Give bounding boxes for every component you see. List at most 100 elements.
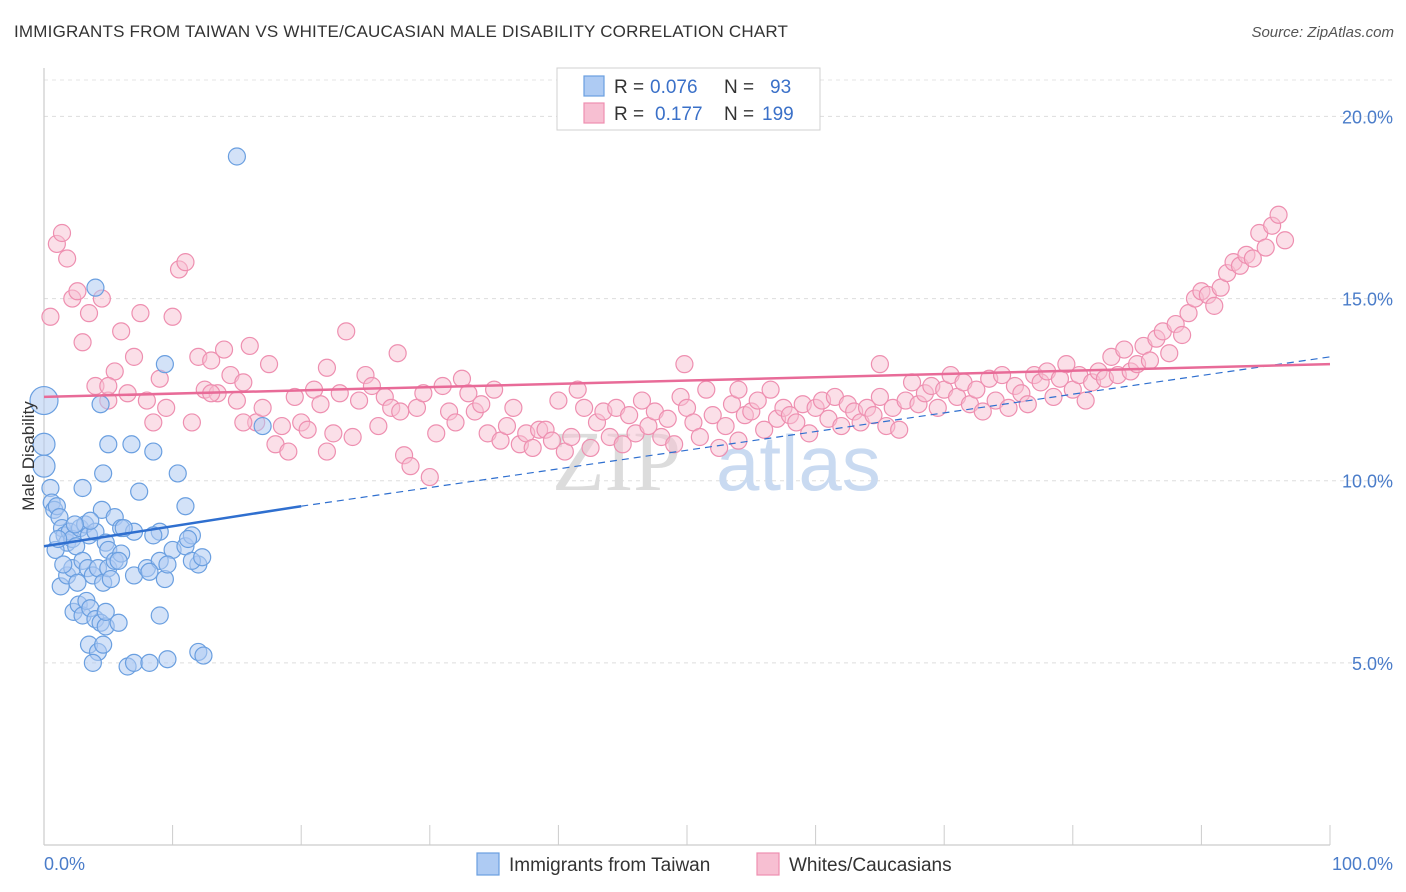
- white-point: [99, 376, 118, 396]
- white-point: [1256, 238, 1275, 257]
- white-point: [690, 427, 709, 447]
- white-point: [343, 427, 362, 447]
- white-point: [253, 398, 272, 417]
- legend-box: R = 0.076 N = 93 R = 0.177 N = 199: [556, 67, 821, 131]
- taiwan-point: [178, 529, 198, 549]
- grid-lines: [44, 79, 1393, 664]
- taiwan-point: [32, 454, 56, 478]
- white-point: [1057, 355, 1076, 374]
- y-tick-label: 10.0%: [1342, 472, 1393, 492]
- x-tick-label-max: 100.0%: [1332, 854, 1393, 874]
- taiwan-point: [124, 653, 144, 672]
- legend-n-value-blue: 93: [770, 77, 791, 98]
- white-point: [240, 336, 259, 356]
- series-whites-caucasians: [41, 205, 1295, 487]
- y-tick-label: 20.0%: [1342, 107, 1393, 127]
- white-point: [658, 409, 677, 428]
- white-point: [137, 391, 156, 410]
- white-point: [562, 427, 581, 447]
- white-point: [870, 355, 890, 374]
- chart-title: IMMIGRANTS FROM TAIWAN VS WHITE/CAUCASIA…: [14, 22, 789, 41]
- taiwan-point: [158, 650, 177, 669]
- taiwan-point: [227, 147, 246, 166]
- y-tick-labels: 5.0% 10.0% 15.0% 20.0%: [1342, 107, 1393, 673]
- white-point: [118, 384, 137, 403]
- taiwan-point: [109, 613, 128, 632]
- bottom-legend-swatch-blue: [476, 852, 500, 876]
- white-point: [131, 304, 150, 323]
- white-point: [1140, 351, 1160, 370]
- bottom-legend-label-blue: Immigrants from Taiwan: [509, 855, 710, 876]
- white-point: [157, 398, 176, 417]
- white-point: [729, 380, 748, 399]
- taiwan-point: [101, 569, 120, 589]
- white-point: [992, 365, 1012, 385]
- y-axis-label: Male Disability: [19, 401, 38, 511]
- taiwan-point: [140, 562, 159, 581]
- legend-n-label-blue: N =: [724, 77, 754, 98]
- taiwan-point: [96, 602, 115, 621]
- taiwan-point: [99, 435, 118, 454]
- taiwan-point: [150, 606, 169, 625]
- white-point: [675, 355, 694, 374]
- white-point: [890, 420, 909, 439]
- legend-r-label-pink: R =: [614, 104, 644, 125]
- taiwan-point: [194, 646, 213, 665]
- white-point: [748, 391, 767, 410]
- taiwan-point: [94, 464, 113, 483]
- white-point: [298, 420, 317, 439]
- white-point: [73, 333, 92, 352]
- y-tick-label: 15.0%: [1342, 290, 1393, 310]
- white-point: [632, 391, 652, 410]
- white-point: [79, 304, 99, 323]
- trend-line-taiwan-extension: [301, 356, 1331, 507]
- taiwan-point: [94, 635, 113, 654]
- taiwan-point: [86, 278, 105, 297]
- white-point: [697, 380, 716, 399]
- source-credit: Source: ZipAtlas.com: [1251, 24, 1394, 41]
- white-point: [1243, 249, 1262, 268]
- axes: [43, 68, 1331, 846]
- white-point: [202, 351, 221, 370]
- white-point: [68, 282, 87, 301]
- white-point: [665, 435, 684, 454]
- trend-line-taiwan: [43, 504, 302, 548]
- taiwan-point: [193, 548, 212, 567]
- white-point: [1205, 296, 1224, 315]
- white-point: [324, 424, 343, 443]
- legend-n-value-pink: 199: [762, 104, 794, 125]
- white-point: [41, 307, 60, 326]
- white-point: [52, 223, 72, 243]
- white-point: [285, 387, 304, 407]
- white-point: [337, 322, 356, 341]
- bottom-legend-swatch-pink: [756, 852, 780, 876]
- white-point: [163, 307, 182, 326]
- white-point: [391, 402, 410, 421]
- legend-swatch-pink: [583, 102, 605, 124]
- white-point: [1269, 205, 1288, 224]
- white-point: [1018, 395, 1037, 414]
- trend-line-whites: [43, 362, 1331, 399]
- white-point: [761, 380, 780, 399]
- white-point: [504, 398, 523, 417]
- taiwan-point: [130, 482, 149, 501]
- legend-r-label-blue: R =: [614, 77, 644, 98]
- white-point: [234, 413, 253, 432]
- white-point: [575, 398, 594, 417]
- white-point: [542, 431, 562, 450]
- white-point: [832, 416, 851, 436]
- white-point: [549, 391, 568, 410]
- taiwan-point: [54, 555, 73, 574]
- trend-lines: [43, 356, 1331, 548]
- taiwan-point: [158, 555, 177, 574]
- white-point: [259, 355, 279, 374]
- white-point: [427, 424, 446, 443]
- white-point: [1115, 340, 1134, 359]
- white-point: [311, 395, 330, 414]
- taiwan-point: [81, 511, 100, 530]
- white-point: [999, 398, 1018, 417]
- white-point: [497, 416, 517, 436]
- white-point: [176, 253, 195, 272]
- taiwan-point: [91, 395, 110, 414]
- taiwan-point: [253, 416, 272, 436]
